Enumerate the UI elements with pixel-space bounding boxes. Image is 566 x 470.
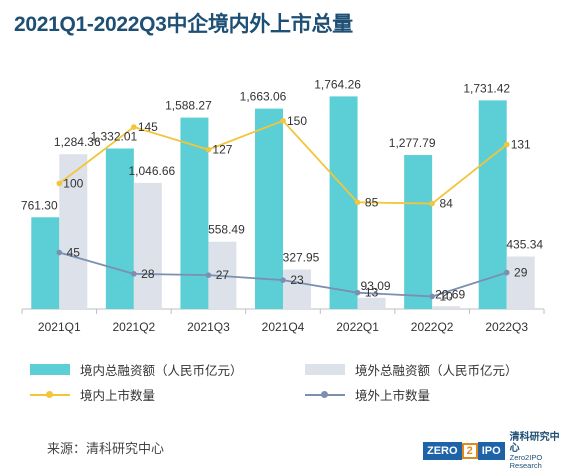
logo-text: 清科研究中心 Zero2IPO Research <box>509 432 566 470</box>
legend-label-overseas-funding: 境外总融资额（人民币亿元） <box>355 364 518 378</box>
point-label-overseas-listings: 29 <box>514 266 528 280</box>
point-overseas-listings <box>354 289 361 296</box>
point-label-domestic-listings: 100 <box>63 177 83 191</box>
bar-label-domestic-funding: 1,332.01 <box>90 129 137 143</box>
bar-label-overseas-funding: 558.49 <box>208 223 245 237</box>
point-overseas-listings <box>280 277 286 283</box>
point-domestic-listings <box>205 146 212 153</box>
legend-label-domestic-funding: 境内总融资额（人民币亿元） <box>80 364 243 378</box>
x-tick-label: 2021Q4 <box>262 320 305 334</box>
bar-domestic-funding <box>404 155 433 309</box>
point-domestic-listings <box>56 180 63 187</box>
legend-label-domestic-listings: 境内上市数量 <box>80 389 156 403</box>
bar-label-overseas-funding: 327.95 <box>283 250 320 264</box>
point-domestic-listings <box>131 124 137 130</box>
point-domestic-listings <box>280 117 286 124</box>
point-overseas-listings <box>131 271 137 277</box>
point-label-overseas-listings: 28 <box>141 267 155 281</box>
point-label-domestic-listings: 127 <box>212 143 232 157</box>
logo-zero: ZERO <box>423 442 462 461</box>
bar-label-overseas-funding: 1,284.36 <box>54 135 101 149</box>
combo-chart: 2021Q1 2021Q2 2021Q3 2021Q4 2022Q1 2022Q2 2022… <box>21 77 545 334</box>
bar-overseas-funding <box>432 306 461 309</box>
bar-label-domestic-funding: 1,663.06 <box>240 90 287 104</box>
x-tick-label: 2022Q3 <box>485 320 528 334</box>
bar-domestic-funding <box>105 148 134 309</box>
x-tick-label: 2021Q1 <box>38 320 81 334</box>
zero2ipo-logo: ZERO 2 IPO 清科研究中心 Zero2IPO Research <box>423 432 566 470</box>
bar-domestic-funding <box>31 217 60 309</box>
point-overseas-listings <box>503 269 510 276</box>
bar-label-domestic-funding: 1,277.79 <box>389 136 436 150</box>
logo-two: 2 <box>461 443 478 460</box>
point-overseas-listings <box>429 293 435 300</box>
bar-domestic-funding <box>255 108 283 309</box>
point-label-domestic-listings: 131 <box>511 138 531 152</box>
point-label-domestic-listings: 84 <box>439 197 453 211</box>
point-label-overseas-listings: 27 <box>216 268 230 282</box>
legend-swatch-domestic-funding <box>30 364 70 375</box>
point-domestic-listings <box>503 141 510 148</box>
point-label-overseas-listings: 13 <box>365 286 379 300</box>
bar-overseas-funding <box>283 269 311 309</box>
legend-line-overseas-listings <box>305 389 345 400</box>
bar-overseas-funding <box>506 256 535 309</box>
legend-swatch-overseas-funding <box>305 364 345 375</box>
x-tick-label: 2022Q2 <box>411 320 454 334</box>
bar-label-domestic-funding: 1,764.26 <box>314 77 361 91</box>
point-label-overseas-listings: 23 <box>290 273 304 287</box>
legend-item-domestic-listings: 境内上市数量 <box>30 385 155 404</box>
legend-item-overseas-listings: 境外上市数量 <box>305 385 430 404</box>
x-tick-label: 2022Q1 <box>336 320 379 334</box>
point-label-domestic-listings: 150 <box>287 114 307 128</box>
bar-domestic-funding <box>329 96 358 309</box>
source-note: 来源：清科研究中心 <box>47 441 165 456</box>
bar-label-overseas-funding: 435.34 <box>506 238 543 252</box>
bar-label-overseas-funding: 1,046.66 <box>128 164 175 178</box>
bar-overseas-funding <box>357 297 386 309</box>
point-label-overseas-listings: 10 <box>439 289 453 303</box>
point-label-domestic-listings: 145 <box>138 120 158 134</box>
logo-en: Zero2IPO Research <box>509 453 543 470</box>
bar-overseas-funding <box>133 182 162 309</box>
x-tick-label: 2021Q2 <box>113 320 156 334</box>
bar-domestic-funding <box>180 117 209 309</box>
point-overseas-listings <box>56 249 63 256</box>
bar-label-domestic-funding: 1,731.42 <box>463 81 510 95</box>
bar-label-domestic-funding: 1,588.27 <box>165 99 212 113</box>
logo-ipo: IPO <box>477 442 505 461</box>
point-overseas-listings <box>205 272 212 278</box>
chart-legend: 境内总融资额（人民币亿元） 境外总融资额（人民币亿元） 境内上市数量 境外上市数… <box>0 352 566 412</box>
bar-label-domestic-funding: 761.30 <box>21 198 58 212</box>
bar-label-overseas-funding: 22.69 <box>435 287 465 301</box>
chart-title: 2021Q1-2022Q3中企境内外上市总量 <box>14 13 353 36</box>
point-domestic-listings <box>354 199 361 206</box>
point-domestic-listings <box>429 200 435 207</box>
logo-cn: 清科研究中心 <box>509 432 560 454</box>
x-tick-label: 2021Q3 <box>187 320 230 334</box>
bar-label-overseas-funding: 93.09 <box>361 279 391 293</box>
legend-label-overseas-listings: 境外上市数量 <box>355 389 431 403</box>
logo-mark: ZERO 2 IPO <box>423 442 505 461</box>
point-label-overseas-listings: 45 <box>67 246 81 260</box>
legend-item-domestic-funding: 境内总融资额（人民币亿元） <box>30 360 243 379</box>
legend-item-overseas-funding: 境外总融资额（人民币亿元） <box>305 360 518 379</box>
legend-line-domestic-listings <box>30 389 70 400</box>
point-label-domestic-listings: 85 <box>365 195 379 209</box>
